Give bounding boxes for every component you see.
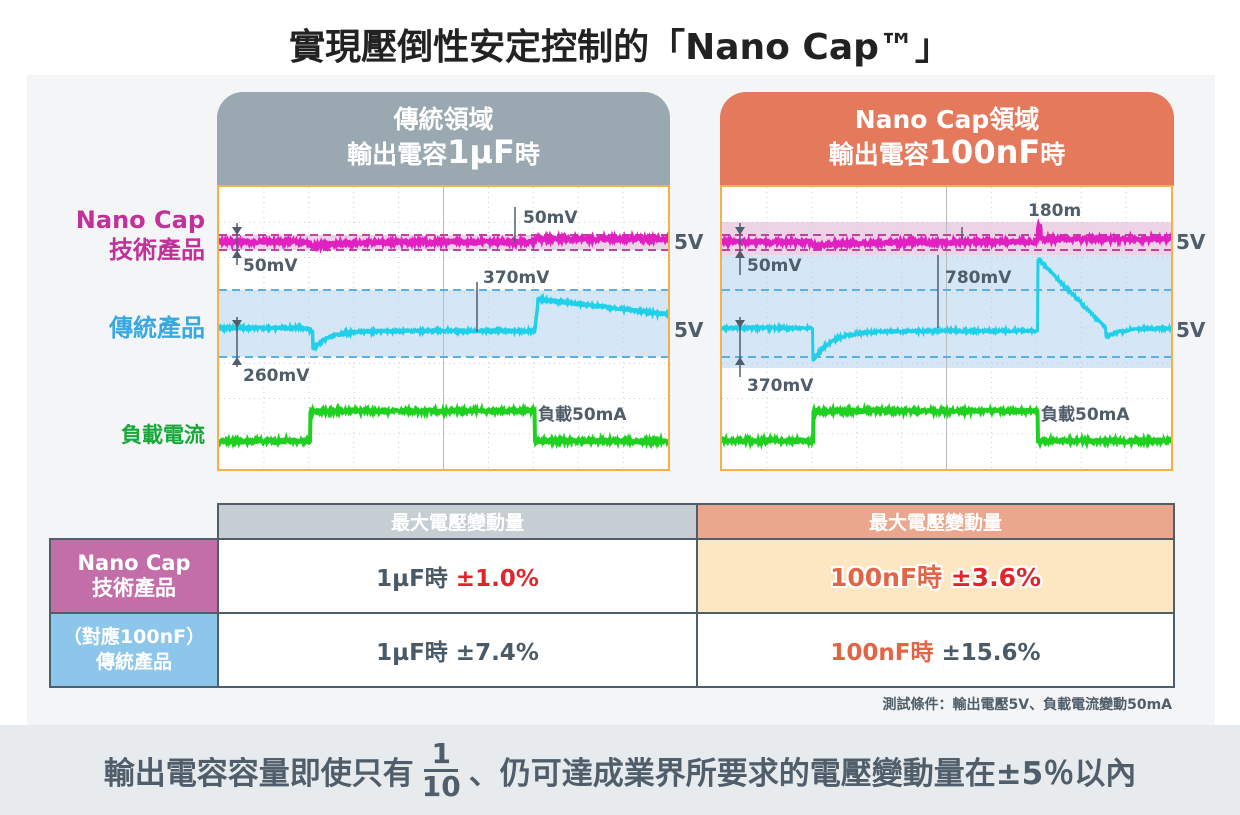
right-header-line2: 輸出電容100nF時 (828, 133, 1066, 171)
left-legacy-bottom-label: 260mV (243, 366, 310, 386)
right-v1-label: 5V (1176, 230, 1206, 254)
legacy-trace (218, 291, 670, 352)
row-label: （對應100nF） 傳統產品 (49, 612, 219, 688)
bottom-summary: 輸出電容容量即使只有 1 10 、仍可達成業界所要求的電壓變動量在±5％以內 (0, 725, 1240, 815)
header-nanocap: 最大電壓變動量 (696, 503, 1175, 540)
test-condition-note: 測試條件：輸出電壓5V、負載電流變動50mA (882, 697, 1172, 713)
left-v1-label: 5V (674, 230, 704, 254)
fraction: 1 10 (421, 736, 461, 803)
right-nano-top-label: 180m (1028, 201, 1082, 221)
arrow-head (735, 320, 745, 328)
left-header-line2: 輸出電容1µF時 (347, 133, 540, 171)
label-nanocap: Nano Cap 技術產品 (75, 206, 205, 264)
arrow-head (232, 320, 242, 328)
load-trace (720, 401, 1173, 451)
table-corner (50, 504, 218, 540)
left-load-label: 負載50mA (538, 405, 627, 425)
table-row: （對應100nF） 傳統產品 1µF時 ±7.4% 100nF時 ±15.6% (49, 612, 1175, 688)
left-header: 傳統領域 輸出電容1µF時 (217, 92, 670, 186)
nanocap-trace (720, 217, 1173, 253)
table-cell: 100nF時 ±15.6% (696, 612, 1175, 688)
table-cell: 1µF時 ±7.4% (217, 612, 698, 688)
arrow-head (735, 357, 745, 365)
table-header-row: 最大電壓變動量 最大電壓變動量 (50, 503, 1175, 540)
right-v2-label: 5V (1176, 318, 1206, 342)
header-legacy: 最大電壓變動量 (217, 503, 698, 540)
label-load: 負載電流 (121, 423, 205, 447)
nanocap-trace (217, 229, 670, 255)
right-header-line1: Nano Cap領域 (854, 105, 1040, 134)
left-nano-bottom-label: 50mV (243, 256, 298, 276)
load-trace (217, 402, 670, 450)
table-row: Nano Cap 技術產品 1µF時 ±1.0% 100nF時 ±3.6% (49, 538, 1175, 614)
right-legacy-bottom-label: 370mV (747, 376, 814, 396)
summary-pre: 輸出電容容量即使只有 (103, 755, 414, 792)
right-legacy-top-label: 780mV (945, 268, 1012, 288)
left-scope (217, 185, 670, 471)
summary-post: 、仍可達成業界所要求的電壓變動量在±5％以內 (468, 755, 1137, 792)
right-header: Nano Cap領域 輸出電容100nF時 (720, 92, 1174, 186)
legacy-trace (720, 257, 1172, 362)
arrow-head (232, 357, 242, 365)
arrow-head (232, 227, 242, 235)
arrow-head (735, 227, 745, 235)
right-scope (720, 185, 1173, 471)
left-v2-label: 5V (674, 318, 704, 342)
right-nano-bottom-label: 50mV (747, 256, 802, 276)
row-label: Nano Cap 技術產品 (49, 538, 219, 614)
left-nano-top-label: 50mV (523, 208, 578, 228)
arrow-head (735, 250, 745, 258)
page-title: 實現壓倒性安定控制的「Nano Cap™」 (289, 27, 951, 68)
right-load-label: 負載50mA (1041, 405, 1130, 425)
arrow-head (232, 250, 242, 258)
left-legacy-top-label: 370mV (483, 268, 550, 288)
label-legacy: 傳統產品 (109, 314, 205, 342)
table-cell-highlight: 100nF時 ±3.6% (696, 538, 1175, 614)
left-header-line1: 傳統領域 (393, 105, 494, 134)
table-cell: 1µF時 ±1.0% (217, 538, 698, 614)
comparison-table: 最大電壓變動量 最大電壓變動量 Nano Cap 技術產品 1µF時 ±1.0%… (49, 503, 1175, 688)
